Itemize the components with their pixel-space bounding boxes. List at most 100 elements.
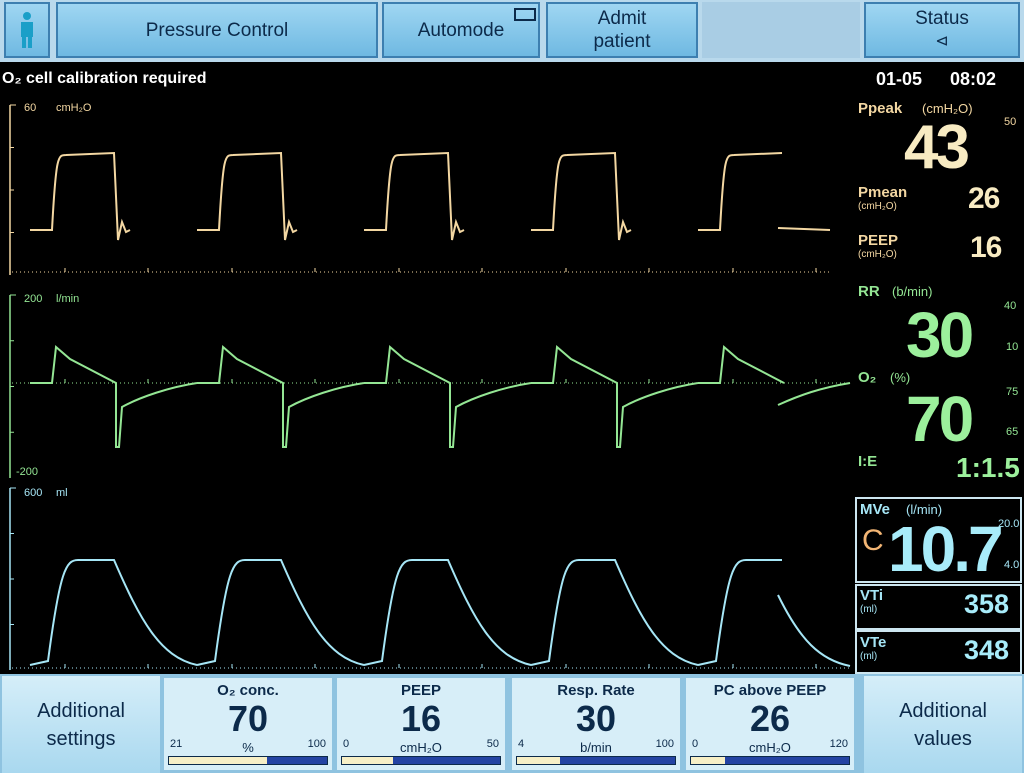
setting-slider <box>690 756 850 765</box>
setting-max: 100 <box>655 738 674 750</box>
setting-min: 0 <box>692 738 699 750</box>
mode-button[interactable]: Pressure Control <box>56 2 378 58</box>
additional-values-button[interactable]: Additional values <box>864 676 1022 773</box>
empty-slot <box>702 2 860 58</box>
o2-label: O₂ <box>858 369 877 386</box>
scale-max: 600 <box>24 487 43 499</box>
vti-unit: (ml) <box>860 604 878 615</box>
setting-value: 26 <box>749 698 791 739</box>
mve-label: MVe <box>860 501 891 518</box>
patient-icon <box>21 12 33 48</box>
setting-value: 16 <box>400 698 442 739</box>
vte-box <box>855 630 1022 674</box>
flow-waveform <box>777 382 851 406</box>
plug-icon: ⊲ <box>935 33 949 50</box>
setting-label: PEEP <box>400 682 442 699</box>
volume-waveform <box>29 559 782 666</box>
setting-label: PC above PEEP <box>713 682 827 699</box>
mve-flag: C <box>862 524 884 557</box>
ppeak-label: Ppeak <box>858 100 903 117</box>
rr-label: RR <box>858 283 880 300</box>
ppeak-unit: (cmH₂O) <box>922 101 973 116</box>
mve-alarm-low: 4.0 <box>1004 559 1020 571</box>
alarm-message: O₂ cell calibration required <box>2 70 207 87</box>
ppeak-value: 43 <box>904 113 970 182</box>
waveform-area <box>9 104 851 670</box>
status-button[interactable]: Status ⊲ <box>864 2 1020 58</box>
o2-unit: (%) <box>890 370 911 385</box>
setting-panel[interactable]: O₂ conc. 70% 21 100 <box>164 678 332 770</box>
setting-slider <box>516 756 676 765</box>
rr-alarm-high: 40 <box>1004 300 1017 312</box>
button-label: Status <box>915 8 969 29</box>
setting-panel[interactable]: PEEP 16 cmH₂O 0 50 <box>337 678 505 770</box>
setting-panel[interactable]: PC above PEEP 26 cmH₂O 0 120 <box>686 678 854 770</box>
setting-label: Resp. Rate <box>557 682 635 699</box>
mve-alarm-high: 20.0 <box>998 518 1020 530</box>
time: 08:02 <box>950 69 997 89</box>
rr-unit: (b/min) <box>892 284 933 299</box>
vte-unit: (ml) <box>860 651 878 662</box>
setting-panel[interactable]: Resp. Rate 30 b/min 4 100 <box>512 678 680 770</box>
setting-value: 70 <box>227 698 269 739</box>
rr-value: 30 <box>906 299 974 371</box>
flow-waveform <box>30 345 785 448</box>
button-label: Automode <box>417 19 505 41</box>
o2-alarm-low: 65 <box>1006 426 1019 438</box>
mve-unit: (l/min) <box>906 502 943 517</box>
vte-value: 348 <box>964 635 1010 665</box>
pmean-unit: (cmH₂O) <box>858 201 897 212</box>
pressure-waveform <box>777 227 831 231</box>
rr-alarm-low: 10 <box>1006 341 1019 353</box>
setting-max: 50 <box>486 738 499 750</box>
mve-box <box>855 497 1022 583</box>
slider-fill <box>691 757 726 764</box>
peep-unit: (cmH₂O) <box>858 249 897 260</box>
automode-indicator <box>514 8 536 21</box>
slider-fill <box>169 757 267 764</box>
peep-value: 16 <box>970 231 1002 264</box>
volume-waveform <box>777 594 851 667</box>
ie-value: 1:1.5 <box>956 452 1020 483</box>
setting-slider <box>341 756 501 765</box>
scale-min: -200 <box>16 466 39 478</box>
vti-value: 358 <box>964 589 1010 619</box>
slider-fill <box>517 757 560 764</box>
setting-min: 4 <box>518 738 525 750</box>
setting-unit: cmH₂O <box>749 740 791 755</box>
scale-max: 200 <box>24 293 43 305</box>
setting-value: 30 <box>575 698 617 739</box>
setting-unit: % <box>242 740 254 755</box>
setting-max: 100 <box>307 738 326 750</box>
mve-value: 10.7 <box>888 513 1004 585</box>
ie-label: I:E <box>858 453 878 470</box>
patient-button[interactable] <box>4 2 50 58</box>
scale-unit: ml <box>56 487 68 499</box>
peep-label: PEEP <box>858 232 899 249</box>
vti-label: VTi <box>860 587 884 604</box>
scale-max: 60 <box>24 102 37 114</box>
setting-unit: cmH₂O <box>400 740 442 755</box>
setting-unit: b/min <box>580 740 612 755</box>
vti-box <box>855 584 1022 630</box>
setting-slider <box>168 756 328 765</box>
scale-unit: l/min <box>56 293 80 305</box>
date: 01-05 <box>876 69 923 89</box>
automode-button[interactable]: Automode <box>382 2 540 58</box>
ppeak-alarm-high: 50 <box>1004 116 1017 128</box>
o2-value: 70 <box>906 383 974 455</box>
admit-button[interactable]: Admit patient <box>546 2 698 58</box>
pressure-waveform <box>30 151 783 241</box>
setting-max: 120 <box>829 738 848 750</box>
setting-label: O₂ conc. <box>217 682 279 699</box>
slider-fill <box>342 757 393 764</box>
vte-label: VTe <box>860 634 887 651</box>
pmean-value: 26 <box>968 182 1000 215</box>
additional-settings-button[interactable]: Additional settings <box>2 676 160 773</box>
o2-alarm-high: 75 <box>1006 386 1019 398</box>
setting-min: 0 <box>343 738 350 750</box>
scale-unit: cmH₂O <box>56 102 92 114</box>
setting-min: 21 <box>170 738 183 750</box>
pmean-label: Pmean <box>858 184 908 201</box>
